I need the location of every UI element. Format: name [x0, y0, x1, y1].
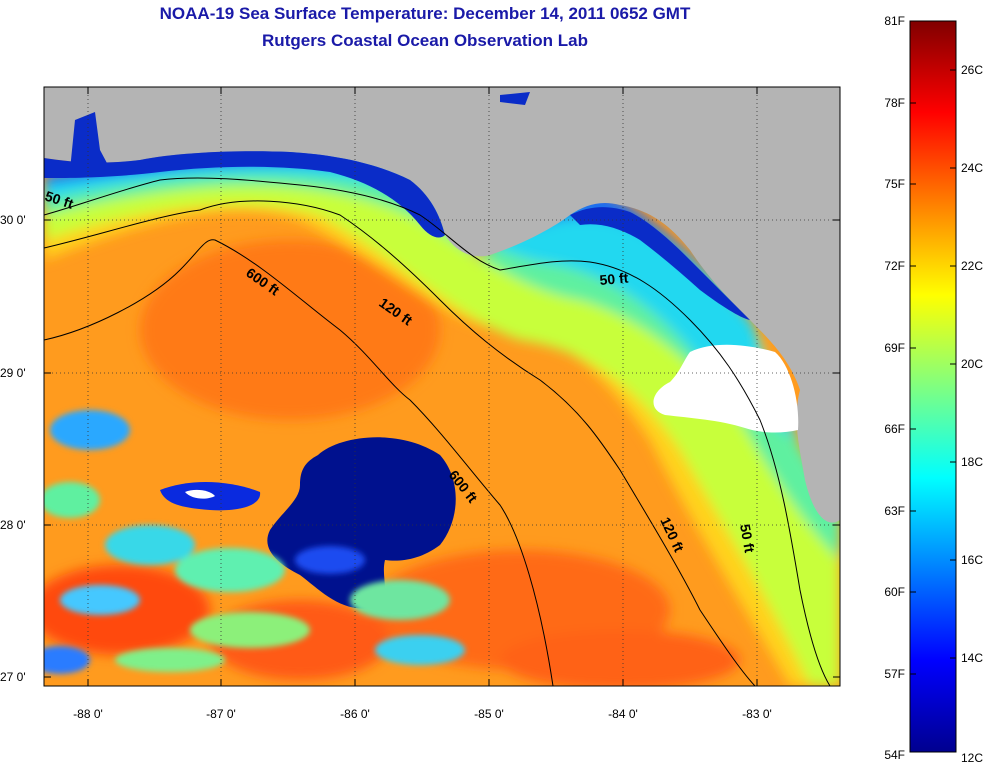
lon-tick-85: -85 0'	[474, 707, 504, 721]
cb-c-18: 18C	[961, 455, 983, 469]
lon-tick-84: -84 0'	[608, 707, 638, 721]
sst-warm-patches	[44, 240, 740, 686]
lon-tick-88: -88 0'	[73, 707, 103, 721]
cb-f-78: 78F	[884, 96, 905, 110]
cb-c-16: 16C	[961, 553, 983, 567]
cb-f-81: 81F	[884, 14, 905, 28]
cb-f-54: 54F	[884, 748, 905, 762]
cb-f-66: 66F	[884, 422, 905, 436]
cloud-spot	[185, 489, 215, 499]
sst-mixed-patches	[44, 410, 465, 674]
map-subtitle: Rutgers Coastal Ocean Observation Lab	[262, 31, 588, 50]
cb-c-20: 20C	[961, 357, 983, 371]
contour-label-50ft-east: 50 ft	[737, 523, 758, 554]
cb-f-69: 69F	[884, 341, 905, 355]
colorbar-celsius-labels: 26C 24C 22C 20C 18C 16C 14C 12C	[961, 63, 983, 765]
cb-c-12: 12C	[961, 751, 983, 765]
graticule	[44, 87, 840, 686]
land-florida	[44, 87, 840, 523]
sst-map: 50 ft 600 ft 120 ft 50 ft 600 ft 120 ft …	[44, 87, 840, 686]
colorbar	[909, 20, 957, 753]
cb-c-22: 22C	[961, 259, 983, 273]
lat-tick-27: 27 0'	[0, 670, 26, 684]
lon-tick-83: -83 0'	[742, 707, 772, 721]
lat-tick-29: 29 0'	[0, 366, 26, 380]
cb-f-63: 63F	[884, 504, 905, 518]
lat-tick-28: 28 0'	[0, 518, 26, 532]
cb-f-72: 72F	[884, 259, 905, 273]
lon-tick-86: -86 0'	[340, 707, 370, 721]
lat-tick-labels: 30 0' 29 0' 28 0' 27 0'	[0, 213, 26, 684]
cb-c-26: 26C	[961, 63, 983, 77]
map-title: NOAA-19 Sea Surface Temperature: Decembe…	[159, 4, 691, 23]
cb-f-60: 60F	[884, 585, 905, 599]
cb-c-24: 24C	[961, 161, 983, 175]
cb-c-14: 14C	[961, 651, 983, 665]
lon-tick-87: -87 0'	[206, 707, 236, 721]
bathymetry-contours	[44, 177, 831, 686]
axis-tick-marks	[44, 87, 840, 686]
lon-tick-labels: -88 0' -87 0' -86 0' -85 0' -84 0' -83 0…	[73, 707, 772, 721]
contour-label-50ft-north: 50 ft	[599, 270, 629, 288]
cb-f-75: 75F	[884, 177, 905, 191]
lat-tick-30: 30 0'	[0, 213, 26, 227]
colorbar-fahrenheit-labels: 81F 78F 75F 72F 69F 66F 63F 60F 57F 54F	[884, 14, 905, 762]
colorbar-tick-marks	[910, 69, 956, 675]
cb-f-57: 57F	[884, 667, 905, 681]
map-frame	[43, 86, 841, 687]
cloud-cover	[653, 344, 799, 433]
bays	[44, 92, 750, 320]
